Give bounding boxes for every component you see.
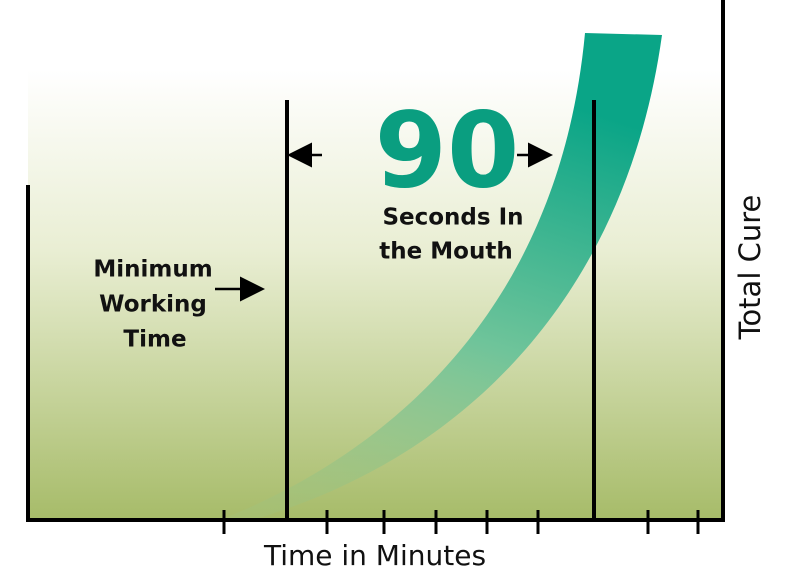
- working-time-label: Minimum: [93, 257, 212, 283]
- callout-text: the Mouth: [379, 239, 512, 265]
- callout-text: Seconds In: [382, 205, 523, 231]
- callout-number: 90: [375, 89, 520, 211]
- cure-curve: [215, 33, 662, 522]
- axes: [26, 0, 725, 534]
- y-axis-label: Total Cure: [733, 195, 767, 341]
- x-axis-label: Time in Minutes: [263, 539, 486, 572]
- working-time-label: Working: [99, 292, 207, 318]
- working-time-label: Time: [123, 327, 186, 353]
